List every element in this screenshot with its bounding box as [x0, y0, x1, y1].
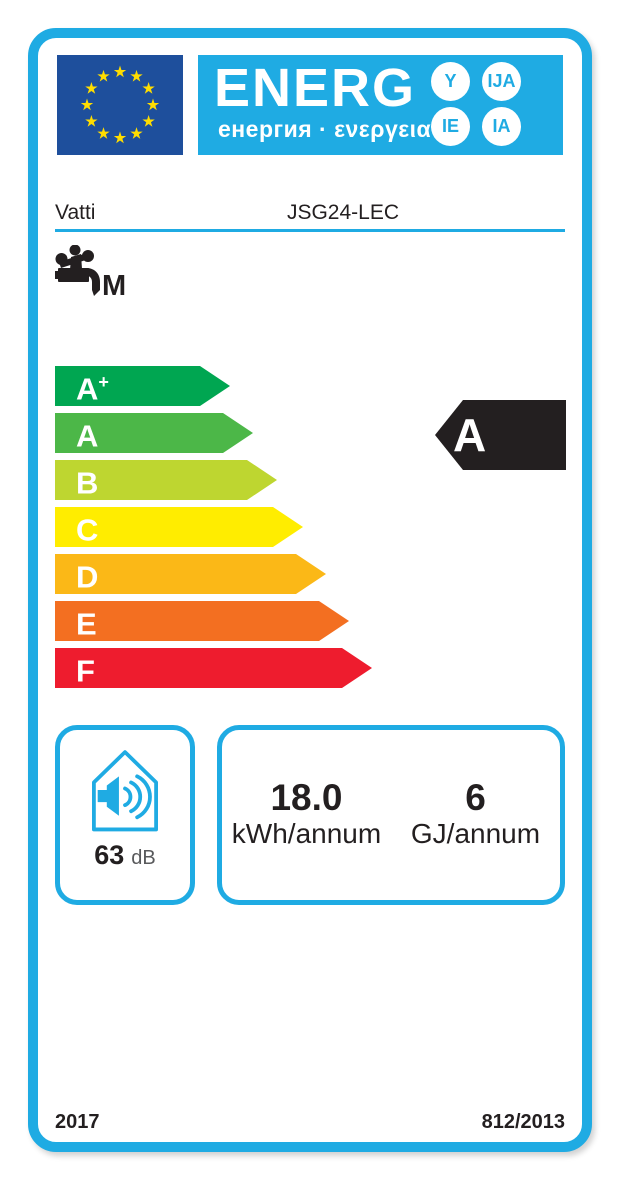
class-label: F	[76, 653, 95, 689]
electric-value: 18.0	[270, 777, 343, 819]
noise-box: 63 dB	[55, 725, 195, 905]
energy-label: ENERG енергия · ενεργεια Y IJA IE IA Vat…	[28, 28, 592, 1152]
efficiency-scale: A+ A B C D E F	[55, 366, 385, 695]
regulation-number: 812/2013	[481, 1111, 565, 1133]
energ-banner: ENERG енергия · ενεργεια Y IJA IE IA	[198, 55, 563, 155]
fuel-unit: GJ/annum	[410, 818, 541, 850]
electric-consumption: 18.0 kWh/annum	[222, 730, 391, 900]
rating-class-label: A	[453, 409, 487, 461]
class-label: C	[76, 512, 99, 548]
class-label: B	[76, 465, 99, 501]
language-suffix-ie: IE	[431, 107, 470, 146]
class-arrow-f: F	[55, 648, 372, 688]
rating-arrow: A	[435, 400, 566, 470]
water-tap-icon	[55, 244, 101, 299]
class-arrow-e: E	[55, 601, 349, 641]
house-loudspeaker-icon	[92, 750, 158, 832]
noise-unit: dB	[131, 847, 156, 869]
energ-subtitle: енергия · ενεργεια	[218, 116, 432, 142]
language-suffix-ia: IA	[482, 107, 521, 146]
divider	[55, 229, 565, 232]
eu-flag-image	[57, 55, 183, 155]
label-year: 2017	[55, 1111, 100, 1133]
noise-value: 63	[94, 840, 125, 870]
electric-unit: kWh/annum	[231, 818, 382, 850]
class-label: D	[76, 559, 99, 595]
class-arrow-a-plus: A+	[55, 366, 230, 406]
eu-flag	[57, 55, 183, 155]
class-arrow-b: B	[55, 460, 277, 500]
language-suffix-ija: IJA	[482, 62, 521, 101]
class-label: A	[76, 418, 99, 454]
class-arrow-c: C	[55, 507, 303, 547]
class-arrow-d: D	[55, 554, 326, 594]
model-identifier: JSG24-LEC	[286, 201, 400, 224]
supplier-name: Vatti	[55, 201, 96, 224]
annual-consumption-box: 18.0 kWh/annum 6 GJ/annum	[217, 725, 565, 905]
class-label: E	[76, 606, 97, 642]
language-suffix-y: Y	[431, 62, 470, 101]
load-profile-label: M	[102, 270, 127, 302]
noise-value-line: 63 dB	[94, 840, 156, 871]
fuel-consumption: 6 GJ/annum	[391, 730, 560, 900]
energ-title: ENERG	[214, 58, 417, 118]
class-arrow-a: A	[55, 413, 253, 453]
class-label: A+	[76, 371, 109, 407]
fuel-value: 6	[465, 777, 486, 819]
